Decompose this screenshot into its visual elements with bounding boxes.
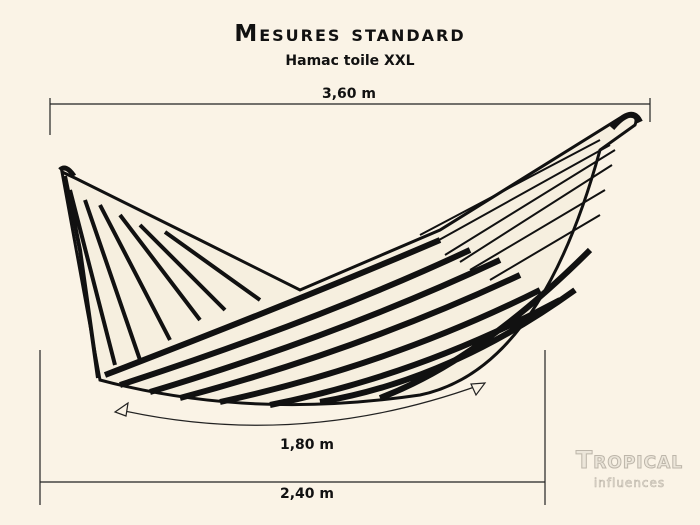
span-label: 2,40 m (280, 486, 335, 502)
brand-logo: Tropical influences (562, 446, 697, 491)
arc-arrow-right (470, 382, 487, 397)
page-subtitle: Hamac toile XXL (285, 53, 415, 69)
logo-line1: Tropical (575, 446, 684, 475)
hammock-illustration (58, 111, 643, 408)
total-length-label: 3,60 m (322, 86, 377, 102)
dimension-lines (39, 98, 651, 505)
page-title: Mesures standard (234, 21, 466, 47)
bed-length-arc (119, 384, 481, 426)
arc-arrow-left (113, 401, 129, 417)
bed-length-label: 1,80 m (280, 437, 335, 453)
logo-line2: influences (593, 476, 666, 491)
